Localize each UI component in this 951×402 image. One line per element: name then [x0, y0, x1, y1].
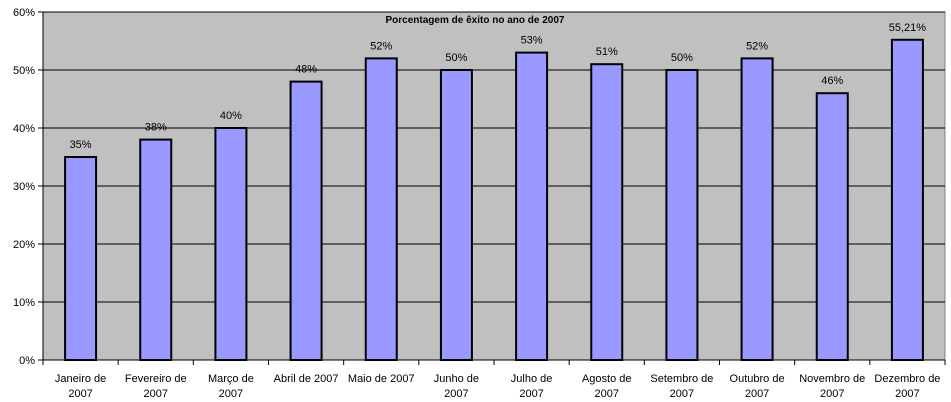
- x-tick-label: 2007: [595, 388, 619, 400]
- bar: [890, 38, 924, 361]
- x-tick-label: Dezembro de: [874, 373, 940, 385]
- x-tick-label: Outubro de: [730, 373, 785, 385]
- x-tick-label: Janeiro de: [55, 373, 106, 385]
- bar: [64, 156, 98, 361]
- x-tick-label: 2007: [444, 388, 468, 400]
- x-tick-label: Maio de 2007: [348, 373, 415, 385]
- bar: [214, 127, 248, 361]
- y-tick-label: 40%: [13, 123, 35, 135]
- data-label: 38%: [145, 122, 167, 134]
- data-label: 46%: [821, 75, 843, 87]
- x-tick-label: 2007: [895, 388, 919, 400]
- bar: [139, 138, 173, 361]
- x-tick-label: Abril de 2007: [274, 373, 339, 385]
- bar: [740, 57, 774, 362]
- x-tick-label: 2007: [519, 388, 543, 400]
- x-tick-label: Fevereiro de: [125, 373, 187, 385]
- x-tick-label: Agosto de: [582, 373, 632, 385]
- bar: [590, 63, 624, 361]
- data-labels: 35% 38% 40% 48% 52% 50% 53% 51% 50% 52% 46% 55,21%: [70, 22, 927, 151]
- y-tick-label: 50%: [13, 65, 35, 77]
- y-tick-label: 20%: [13, 239, 35, 251]
- data-label: 48%: [295, 64, 317, 76]
- x-tick-label: 2007: [820, 388, 844, 400]
- x-tick-label: Setembro de: [650, 373, 713, 385]
- bar: [665, 69, 699, 361]
- bar: [439, 69, 473, 361]
- data-label: 50%: [671, 52, 693, 64]
- data-label: 50%: [445, 52, 467, 64]
- data-label: 52%: [746, 40, 768, 52]
- x-tick-label: 2007: [670, 388, 694, 400]
- y-tick-label: 30%: [13, 181, 35, 193]
- chart-title: Porcentagem de êxito no ano de 2007: [386, 15, 565, 26]
- data-label: 51%: [596, 46, 618, 58]
- bar: [364, 57, 398, 362]
- y-tick-label: 10%: [13, 297, 35, 309]
- data-label: 53%: [521, 35, 543, 47]
- x-tick-label: 2007: [745, 388, 769, 400]
- bar: [515, 51, 549, 361]
- bar: [289, 80, 323, 361]
- x-tick-label: Novembro de: [799, 373, 865, 385]
- x-tick-label: 2007: [219, 388, 243, 400]
- bars: [64, 38, 924, 362]
- y-tick-label: 60%: [13, 7, 35, 19]
- bar: [815, 92, 849, 361]
- x-tick-label: Junho de: [434, 373, 479, 385]
- data-label: 40%: [220, 110, 242, 122]
- data-label: 35%: [70, 139, 92, 151]
- y-tick-label: 0%: [19, 355, 35, 367]
- gridlines: [43, 11, 945, 303]
- x-tick-label: Março de: [208, 373, 254, 385]
- data-label: 52%: [370, 40, 392, 52]
- x-tick-label: Julho de: [511, 373, 553, 385]
- x-axis-ticks: Janeiro de 2007 Fevereiro de 2007 Março de 20…: [42, 360, 946, 400]
- data-label: 55,21%: [889, 22, 927, 34]
- x-tick-label: 2007: [144, 388, 168, 400]
- x-tick-label: 2007: [68, 388, 92, 400]
